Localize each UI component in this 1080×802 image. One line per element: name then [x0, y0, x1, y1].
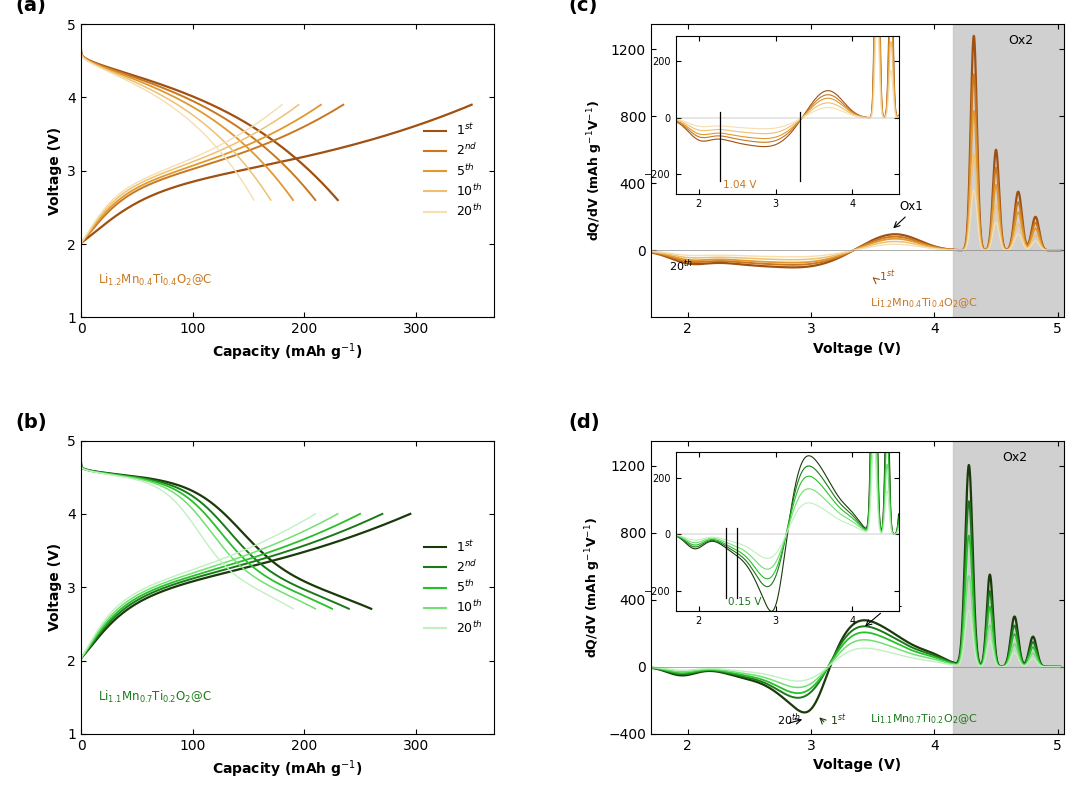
Y-axis label: dQ/dV (mAh g$^{-1}$V$^{-1}$): dQ/dV (mAh g$^{-1}$V$^{-1}$) [585, 100, 605, 241]
Text: 20$^{th}$: 20$^{th}$ [777, 711, 800, 728]
Text: (b): (b) [15, 413, 46, 431]
X-axis label: Voltage (V): Voltage (V) [813, 758, 902, 772]
X-axis label: Capacity (mAh g$^{-1}$): Capacity (mAh g$^{-1}$) [213, 342, 363, 363]
Text: Li$_{1.2}$Mn$_{0.4}$Ti$_{0.4}$O$_{2}$@C: Li$_{1.2}$Mn$_{0.4}$Ti$_{0.4}$O$_{2}$@C [97, 272, 212, 288]
Text: Ox1: Ox1 [900, 200, 923, 213]
Bar [953, 24, 1070, 318]
X-axis label: Voltage (V): Voltage (V) [813, 342, 902, 356]
Text: Ox2: Ox2 [1008, 34, 1034, 47]
Y-axis label: Voltage (V): Voltage (V) [48, 543, 62, 631]
Text: (c): (c) [568, 0, 597, 15]
Y-axis label: Voltage (V): Voltage (V) [48, 127, 62, 215]
Bar [953, 440, 1070, 734]
Legend: 1$^{st}$, 2$^{nd}$, 5$^{th}$, 10$^{th}$, 20$^{th}$: 1$^{st}$, 2$^{nd}$, 5$^{th}$, 10$^{th}$,… [419, 534, 488, 641]
Text: (a): (a) [15, 0, 45, 15]
Text: 1$^{st}$: 1$^{st}$ [829, 712, 846, 727]
X-axis label: Capacity (mAh g$^{-1}$): Capacity (mAh g$^{-1}$) [213, 758, 363, 780]
Text: Ox2: Ox2 [1002, 451, 1027, 464]
Text: Ox1: Ox1 [879, 597, 903, 610]
Y-axis label: dQ/dV (mAh g$^{-1}$V$^{-1}$): dQ/dV (mAh g$^{-1}$V$^{-1}$) [583, 516, 603, 658]
Text: 1$^{st}$: 1$^{st}$ [879, 269, 895, 284]
Text: Li$_{1.2}$Mn$_{0.4}$Ti$_{0.4}$O$_{2}$@C: Li$_{1.2}$Mn$_{0.4}$Ti$_{0.4}$O$_{2}$@C [869, 296, 977, 310]
Text: 20$^{th}$: 20$^{th}$ [670, 257, 693, 273]
Legend: 1$^{st}$, 2$^{nd}$, 5$^{th}$, 10$^{th}$, 20$^{th}$: 1$^{st}$, 2$^{nd}$, 5$^{th}$, 10$^{th}$,… [419, 117, 488, 224]
Text: (d): (d) [568, 413, 599, 431]
Text: Li$_{1.1}$Mn$_{0.7}$Ti$_{0.2}$O$_{2}$@C: Li$_{1.1}$Mn$_{0.7}$Ti$_{0.2}$O$_{2}$@C [97, 688, 212, 704]
Text: Li$_{1.1}$Mn$_{0.7}$Ti$_{0.2}$O$_{2}$@C: Li$_{1.1}$Mn$_{0.7}$Ti$_{0.2}$O$_{2}$@C [869, 712, 977, 726]
